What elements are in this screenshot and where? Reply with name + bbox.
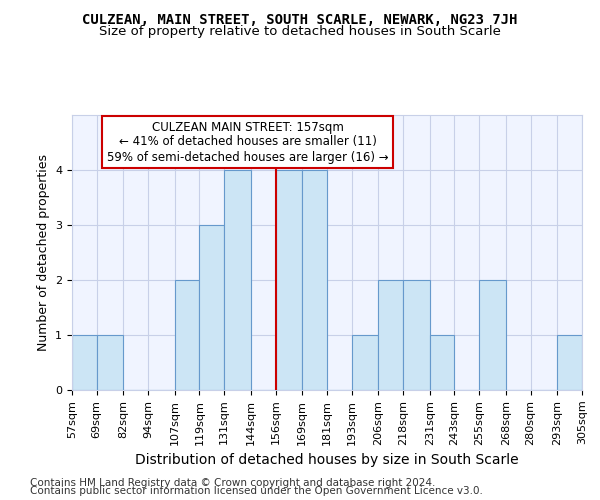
Text: CULZEAN, MAIN STREET, SOUTH SCARLE, NEWARK, NG23 7JH: CULZEAN, MAIN STREET, SOUTH SCARLE, NEWA…: [82, 12, 518, 26]
Text: CULZEAN MAIN STREET: 157sqm
← 41% of detached houses are smaller (11)
59% of sem: CULZEAN MAIN STREET: 157sqm ← 41% of det…: [107, 120, 389, 164]
Bar: [275, 170, 302, 390]
Bar: [379, 280, 403, 390]
Bar: [352, 335, 379, 390]
Text: Size of property relative to detached houses in South Scarle: Size of property relative to detached ho…: [99, 25, 501, 38]
Bar: [403, 280, 430, 390]
Y-axis label: Number of detached properties: Number of detached properties: [37, 154, 50, 351]
Bar: [97, 335, 124, 390]
Bar: [479, 280, 506, 390]
Text: Contains HM Land Registry data © Crown copyright and database right 2024.: Contains HM Land Registry data © Crown c…: [30, 478, 436, 488]
Text: Contains public sector information licensed under the Open Government Licence v3: Contains public sector information licen…: [30, 486, 483, 496]
Bar: [430, 335, 455, 390]
Bar: [175, 280, 199, 390]
Bar: [302, 170, 327, 390]
X-axis label: Distribution of detached houses by size in South Scarle: Distribution of detached houses by size …: [135, 453, 519, 467]
Bar: [199, 225, 224, 390]
Bar: [72, 335, 97, 390]
Bar: [557, 335, 582, 390]
Bar: [224, 170, 251, 390]
